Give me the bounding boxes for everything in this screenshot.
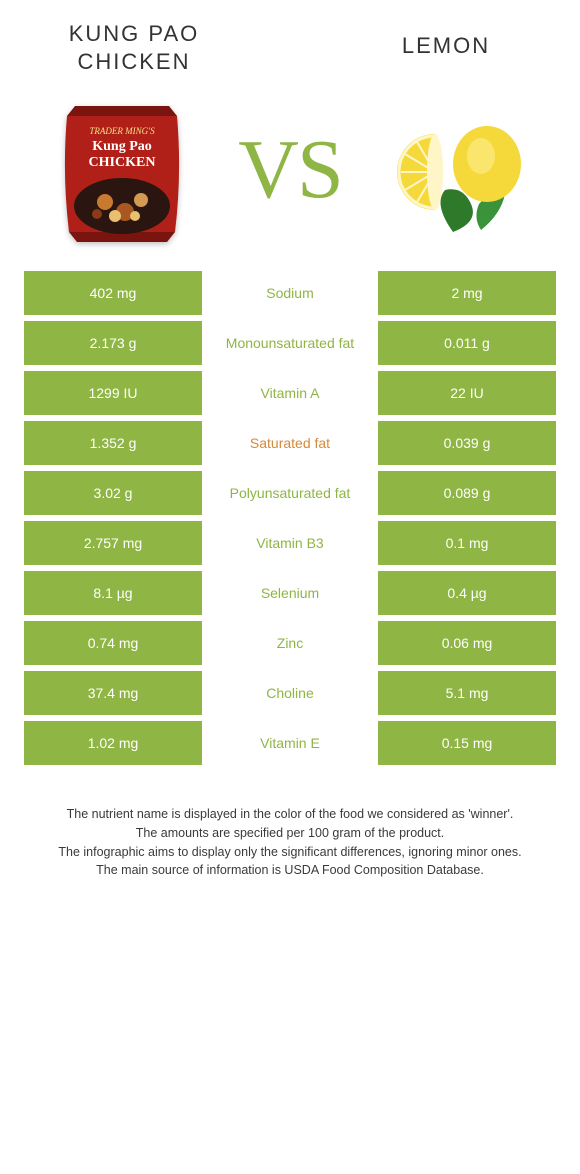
left-value: 1.352 g (24, 421, 202, 465)
left-value: 37.4 mg (24, 671, 202, 715)
right-value: 0.039 g (378, 421, 556, 465)
left-value: 3.02 g (24, 471, 202, 515)
table-row: 0.74 mgZinc0.06 mg (24, 621, 556, 665)
footnote-line: The main source of information is USDA F… (40, 861, 540, 880)
footnotes: The nutrient name is displayed in the co… (24, 771, 556, 880)
left-value: 1299 IU (24, 371, 202, 415)
left-value: 8.1 µg (24, 571, 202, 615)
lemon-icon (383, 94, 533, 244)
table-row: 37.4 mgCholine5.1 mg (24, 671, 556, 715)
nutrient-label: Saturated fat (202, 421, 378, 465)
svg-text:CHICKEN: CHICKEN (89, 155, 156, 170)
nutrient-label: Polyunsaturated fat (202, 471, 378, 515)
right-food-title: Lemon (356, 32, 536, 60)
table-row: 8.1 µgSelenium0.4 µg (24, 571, 556, 615)
left-food-title: Kung Pao Chicken (44, 20, 224, 75)
image-row: TRADER MING'S Kung Pao CHICKEN VS (24, 89, 556, 271)
right-value: 0.011 g (378, 321, 556, 365)
left-value: 2.757 mg (24, 521, 202, 565)
left-food-image: TRADER MING'S Kung Pao CHICKEN (42, 89, 202, 249)
right-value: 0.1 mg (378, 521, 556, 565)
right-value: 0.4 µg (378, 571, 556, 615)
nutrient-label: Monounsaturated fat (202, 321, 378, 365)
nutrient-label: Sodium (202, 271, 378, 315)
table-row: 1.352 gSaturated fat0.039 g (24, 421, 556, 465)
right-value: 2 mg (378, 271, 556, 315)
right-value: 0.06 mg (378, 621, 556, 665)
nutrient-label: Vitamin A (202, 371, 378, 415)
table-row: 1299 IUVitamin A22 IU (24, 371, 556, 415)
nutrient-label: Zinc (202, 621, 378, 665)
right-value: 0.15 mg (378, 721, 556, 765)
header-row: Kung Pao Chicken Lemon (24, 20, 556, 89)
table-row: 402 mgSodium2 mg (24, 271, 556, 315)
right-value: 0.089 g (378, 471, 556, 515)
vs-label: VS (238, 121, 341, 218)
comparison-table: 402 mgSodium2 mg 2.173 gMonounsaturated f… (24, 271, 556, 765)
table-row: 3.02 gPolyunsaturated fat0.089 g (24, 471, 556, 515)
table-row: 2.173 gMonounsaturated fat0.011 g (24, 321, 556, 365)
left-value: 0.74 mg (24, 621, 202, 665)
nutrient-label: Vitamin B3 (202, 521, 378, 565)
footnote-line: The amounts are specified per 100 gram o… (40, 824, 540, 843)
right-food-image (378, 89, 538, 249)
left-value: 402 mg (24, 271, 202, 315)
right-value: 22 IU (378, 371, 556, 415)
table-row: 1.02 mgVitamin E0.15 mg (24, 721, 556, 765)
left-value: 1.02 mg (24, 721, 202, 765)
footnote-line: The infographic aims to display only the… (40, 843, 540, 862)
left-value: 2.173 g (24, 321, 202, 365)
right-value: 5.1 mg (378, 671, 556, 715)
table-row: 2.757 mgVitamin B30.1 mg (24, 521, 556, 565)
nutrient-label: Choline (202, 671, 378, 715)
package-icon: TRADER MING'S Kung Pao CHICKEN (47, 94, 197, 244)
nutrient-label: Selenium (202, 571, 378, 615)
footnote-line: The nutrient name is displayed in the co… (40, 805, 540, 824)
nutrient-label: Vitamin E (202, 721, 378, 765)
svg-text:Kung Pao: Kung Pao (92, 139, 152, 154)
svg-text:TRADER MING'S: TRADER MING'S (89, 126, 155, 136)
